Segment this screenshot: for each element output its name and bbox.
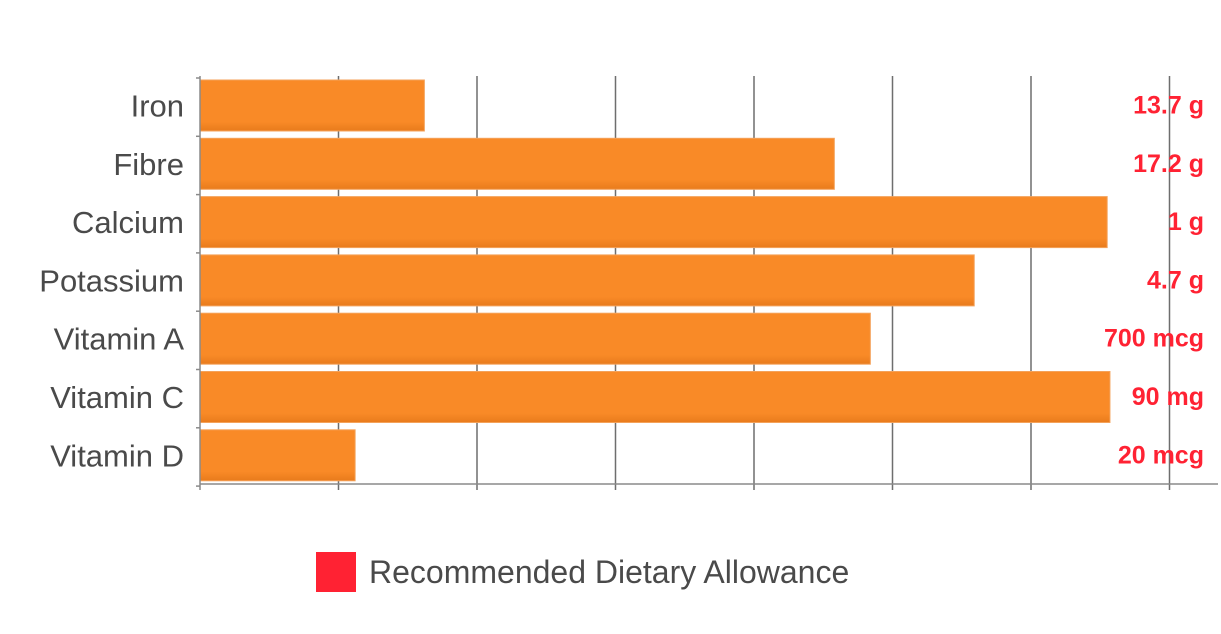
rda-value-label: 13.7 g — [1133, 92, 1204, 120]
legend-label: Recommended Dietary Allowance — [369, 553, 850, 590]
bar — [199, 196, 1108, 249]
legend: Recommended Dietary Allowance — [316, 552, 849, 592]
bar — [199, 137, 835, 190]
rda-value-label: 700 mcg — [1104, 325, 1204, 353]
category-label: Potassium — [39, 263, 184, 298]
category-label: Vitamin D — [50, 438, 184, 473]
rda-value-label: 1 g — [1168, 208, 1204, 236]
rda-value-label: 4.7 g — [1147, 266, 1204, 294]
bars — [199, 79, 1111, 482]
rda-value-label: 17.2 g — [1133, 150, 1204, 178]
rda-labels: 13.7 g 17.2 g 1 g 4.7 g 700 mcg 90 mg 20 mcg — [1104, 92, 1204, 470]
category-label: Iron — [131, 89, 184, 124]
bar — [199, 371, 1111, 423]
bar — [199, 429, 356, 482]
rda-value-label: 20 mcg — [1118, 441, 1204, 469]
category-label: Vitamin A — [54, 322, 185, 357]
axes — [196, 76, 1218, 490]
legend-swatch — [316, 552, 356, 592]
category-label: Calcium — [72, 205, 184, 240]
rda-value-label: 90 mg — [1132, 383, 1204, 411]
category-label: Fibre — [113, 147, 184, 182]
bar — [199, 79, 425, 132]
category-labels: Iron Fibre Calcium Potassium Vitamin A Vitami… — [39, 89, 184, 474]
category-label: Vitamin C — [50, 380, 184, 415]
bar — [199, 312, 871, 365]
bar — [199, 254, 975, 307]
